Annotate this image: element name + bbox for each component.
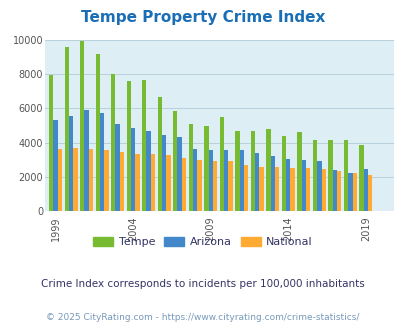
Bar — [290, 168, 294, 211]
Bar — [343, 140, 347, 211]
Bar — [64, 47, 69, 211]
Bar — [363, 169, 367, 211]
Bar — [254, 153, 259, 211]
Bar — [100, 114, 104, 211]
Bar — [146, 131, 150, 211]
Bar — [177, 137, 181, 211]
Bar — [150, 154, 155, 211]
Bar — [142, 80, 146, 211]
Bar — [239, 150, 243, 211]
Bar — [166, 155, 170, 211]
Text: Tempe Property Crime Index: Tempe Property Crime Index — [81, 10, 324, 25]
Bar — [332, 170, 336, 211]
Bar — [312, 140, 316, 211]
Bar — [192, 149, 197, 211]
Bar — [84, 110, 89, 211]
Bar — [259, 167, 263, 211]
Bar — [157, 97, 162, 211]
Bar — [270, 156, 274, 211]
Bar — [316, 161, 321, 211]
Bar — [135, 154, 139, 211]
Bar — [131, 128, 135, 211]
Bar — [208, 150, 212, 211]
Bar — [49, 75, 53, 211]
Bar — [126, 81, 131, 211]
Legend: Tempe, Arizona, National: Tempe, Arizona, National — [89, 233, 316, 252]
Bar — [352, 174, 356, 211]
Bar — [250, 131, 254, 211]
Bar — [173, 111, 177, 211]
Bar — [111, 74, 115, 211]
Bar — [80, 41, 84, 211]
Bar — [367, 175, 371, 211]
Bar — [243, 165, 247, 211]
Bar — [188, 124, 192, 211]
Bar — [266, 129, 270, 211]
Text: Crime Index corresponds to incidents per 100,000 inhabitants: Crime Index corresponds to incidents per… — [41, 279, 364, 289]
Bar — [305, 168, 309, 211]
Bar — [296, 132, 301, 211]
Bar — [115, 124, 119, 211]
Bar — [219, 117, 224, 211]
Bar — [58, 149, 62, 211]
Bar — [358, 145, 363, 211]
Bar — [212, 161, 217, 211]
Bar — [119, 152, 124, 211]
Bar — [321, 169, 325, 211]
Bar — [328, 140, 332, 211]
Bar — [301, 160, 305, 211]
Bar — [281, 136, 286, 211]
Bar — [228, 161, 232, 211]
Bar — [347, 174, 352, 211]
Bar — [274, 167, 279, 211]
Bar — [224, 150, 228, 211]
Bar — [95, 54, 100, 211]
Bar — [73, 148, 77, 211]
Bar — [181, 158, 186, 211]
Bar — [234, 131, 239, 211]
Bar — [204, 126, 208, 211]
Bar — [197, 160, 201, 211]
Bar — [286, 159, 290, 211]
Bar — [336, 171, 341, 211]
Bar — [53, 120, 58, 211]
Text: © 2025 CityRating.com - https://www.cityrating.com/crime-statistics/: © 2025 CityRating.com - https://www.city… — [46, 313, 359, 322]
Bar — [89, 148, 93, 211]
Bar — [162, 135, 166, 211]
Bar — [69, 116, 73, 211]
Bar — [104, 150, 108, 211]
